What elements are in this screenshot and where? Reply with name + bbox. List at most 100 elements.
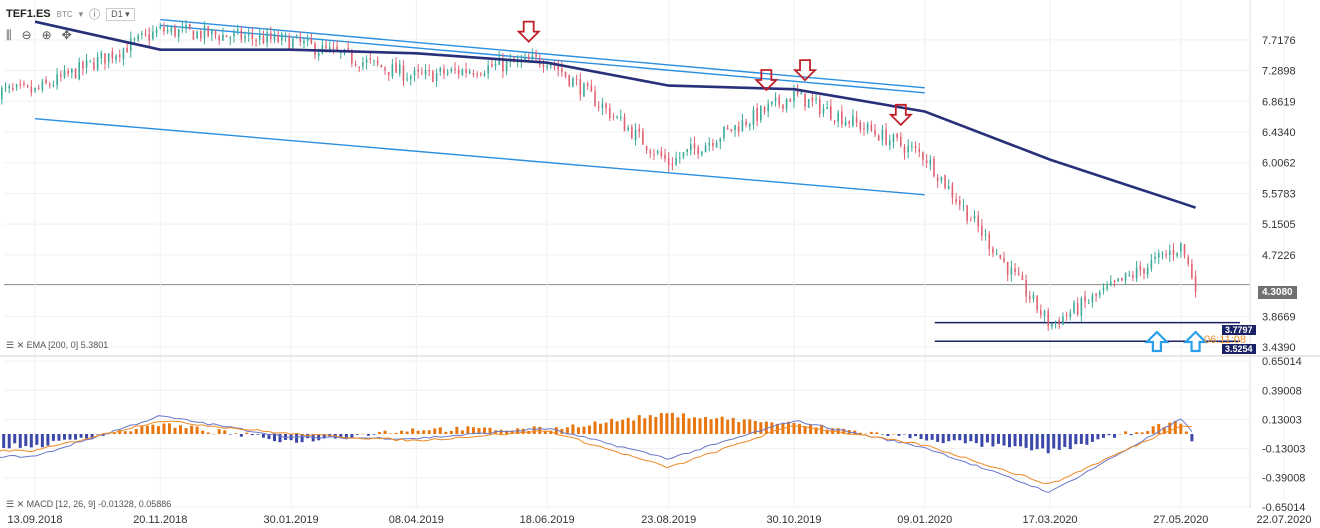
macd-histogram-bar — [295, 434, 299, 443]
price-tick-label: 7.2898 — [1262, 66, 1296, 78]
candle-body — [1128, 274, 1131, 276]
macd-indicator-label[interactable]: ☰ ✕ MACD [12, 26, 9] -0.01328, 0.05886 — [6, 499, 172, 509]
candle-body — [970, 220, 972, 222]
candle-body — [354, 63, 357, 66]
close-icon[interactable]: ✕ — [16, 499, 25, 509]
macd-histogram-bar — [35, 434, 39, 445]
candle-body — [848, 120, 851, 125]
macd-histogram-bar — [90, 434, 94, 439]
candle-body — [763, 106, 766, 112]
macd-tick-label: 0.39008 — [1262, 385, 1302, 397]
period-select[interactable]: D1 ▾ — [106, 7, 135, 21]
macd-histogram-bar — [985, 434, 989, 443]
macd-histogram-bar — [278, 434, 282, 443]
candle-body — [292, 38, 294, 48]
candle-body — [410, 76, 412, 80]
candle-body — [1106, 285, 1108, 289]
candle-body — [498, 58, 501, 65]
menu-icon[interactable]: ☰ — [6, 499, 15, 509]
candle-body — [605, 103, 607, 108]
macd-histogram-bar — [709, 419, 713, 434]
candle-body — [807, 99, 810, 108]
close-icon[interactable]: ✕ — [16, 340, 25, 350]
macd-histogram-bar — [604, 422, 608, 434]
candle-body — [107, 53, 110, 62]
candle-body — [756, 108, 758, 121]
candle-body — [1113, 280, 1116, 282]
candle-body — [439, 67, 442, 72]
candle-body — [406, 78, 408, 80]
macd-histogram-bar — [239, 434, 243, 437]
macd-histogram-bar — [1162, 427, 1166, 434]
candle-body — [1087, 302, 1090, 304]
candle-body — [774, 97, 777, 101]
macd-histogram-bar — [79, 434, 83, 438]
macd-histogram-bar — [68, 434, 72, 440]
sell-arrow-icon — [792, 59, 818, 82]
macd-histogram-bar — [952, 434, 956, 441]
macd-histogram-bar — [576, 427, 580, 434]
macd-histogram-bar — [980, 434, 984, 447]
candle-body — [877, 135, 880, 141]
macd-histogram-bar — [101, 434, 105, 436]
signal-markers — [516, 20, 1209, 353]
macd-histogram-bar — [969, 434, 973, 442]
candle-body — [1168, 250, 1171, 256]
candle-body — [984, 234, 987, 236]
zoom-out-icon[interactable]: ⊖ — [21, 28, 32, 42]
zoom-in-icon[interactable]: ⊕ — [41, 28, 52, 42]
macd-histogram-bar — [1113, 434, 1117, 438]
trend-lines[interactable] — [34, 18, 1240, 342]
candle-body — [741, 120, 744, 132]
macd-histogram-bar — [565, 427, 569, 434]
candle-body — [281, 34, 283, 41]
macd-histogram-bar — [770, 422, 774, 434]
macd-histogram-bar — [46, 434, 50, 446]
macd-histogram-bar — [151, 424, 155, 434]
macd-histogram-bar — [715, 418, 719, 434]
candle-body — [1054, 321, 1057, 323]
candle-body — [881, 129, 884, 140]
candle-type-icon[interactable]: ⫼ — [6, 28, 12, 42]
candle-body — [1176, 253, 1178, 256]
signal-line — [0, 420, 1192, 484]
macd-histogram-bar — [599, 423, 603, 434]
pan-icon[interactable]: ✥ — [61, 28, 72, 42]
candle-body — [1121, 277, 1123, 281]
candle-body — [152, 31, 154, 40]
macd-histogram-bar — [1079, 434, 1083, 444]
macd-histogram-bar — [1046, 434, 1050, 454]
candle-body — [841, 111, 843, 125]
candle-body — [675, 158, 677, 165]
macd-histogram-bar — [991, 434, 995, 447]
macd-histogram-bar — [1096, 434, 1100, 440]
candle-body — [1062, 316, 1064, 325]
candle-body — [115, 55, 117, 60]
candle-body — [818, 98, 821, 114]
candle-body — [1165, 254, 1167, 256]
candle-body — [159, 26, 162, 29]
macd-histogram-bar — [693, 417, 697, 434]
candle-body — [174, 26, 176, 37]
candle-body — [214, 31, 217, 35]
menu-icon[interactable]: ☰ — [6, 340, 15, 350]
channel-line — [34, 117, 925, 196]
ema-indicator-label[interactable]: ☰ ✕ EMA [200, 0] 5.3801 — [6, 340, 109, 350]
candle-body — [1080, 298, 1083, 316]
candle-body — [502, 58, 504, 72]
macd-histogram-bar — [676, 417, 680, 434]
chevron-down-icon[interactable]: ▾ — [78, 8, 84, 19]
candle-body — [432, 71, 434, 82]
macd-histogram-bar — [1146, 431, 1150, 434]
macd-histogram-bar — [433, 428, 437, 434]
candle-body — [1003, 257, 1005, 262]
candle-body — [723, 126, 725, 139]
macd-histogram-bar — [748, 419, 752, 434]
candle-body — [627, 127, 629, 131]
macd-histogram-bar — [140, 425, 144, 434]
candle-body — [12, 87, 14, 89]
info-icon[interactable]: ⓘ — [89, 9, 101, 21]
macd-histogram-bar — [51, 434, 55, 441]
candle-body — [542, 64, 545, 67]
